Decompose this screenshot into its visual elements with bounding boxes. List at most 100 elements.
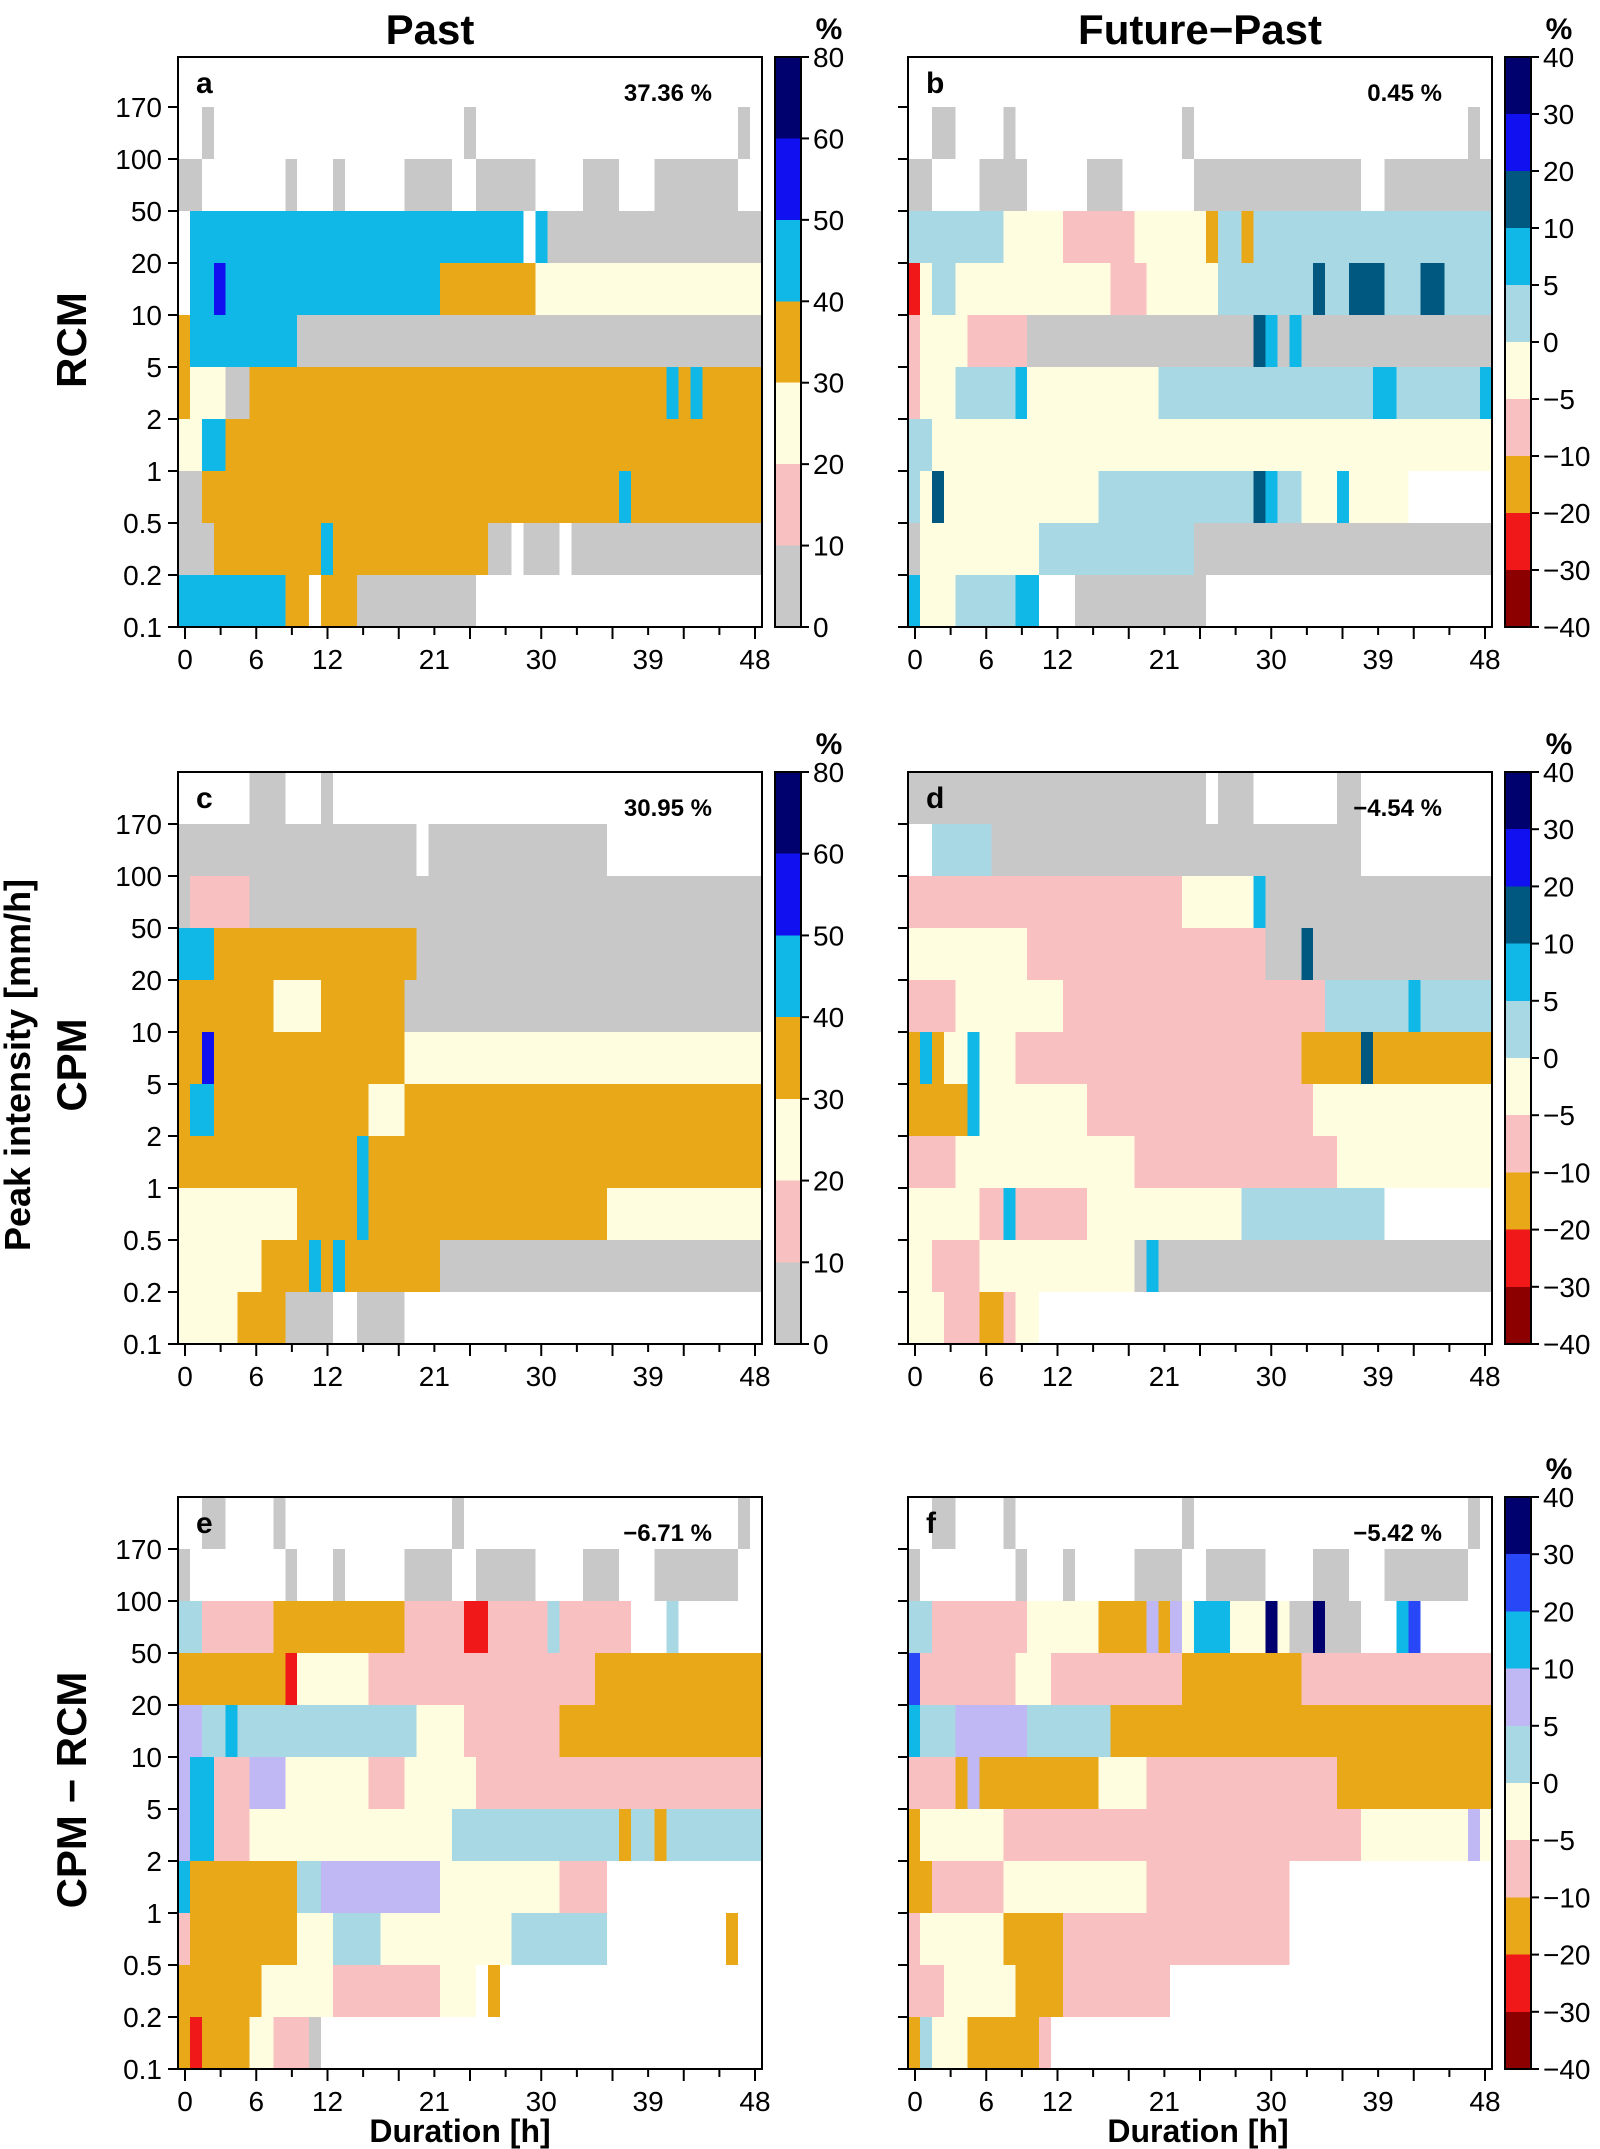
- colorbar-label: 10: [1543, 213, 1574, 244]
- heat-cell: [487, 1601, 631, 1653]
- y-tick-label: 50: [131, 196, 162, 227]
- heat-cell: [1241, 1188, 1385, 1240]
- heat-cell-accent: [1384, 367, 1397, 419]
- heat-cell: [666, 1032, 762, 1084]
- colorbar-label: −5: [1543, 1100, 1575, 1131]
- heat-cell: [404, 1757, 476, 1809]
- heat-cell: [908, 1292, 944, 1344]
- heat-cell: [344, 1240, 441, 1292]
- heat-cell: [1194, 523, 1492, 575]
- heat-cell: [919, 1913, 1004, 1965]
- heat-cell: [464, 1601, 488, 1653]
- colorbar-label: −40: [1543, 612, 1591, 643]
- heat-cell: [178, 1965, 262, 2017]
- heat-cell: [249, 772, 286, 824]
- heat-cell: [213, 523, 488, 575]
- row-label-rcm: RCM: [48, 292, 95, 388]
- heat-cell-accent: [1265, 471, 1278, 523]
- heat-cell-accent: [321, 523, 333, 575]
- heat-cell: [979, 1240, 1135, 1292]
- heat-cell: [908, 1861, 932, 1913]
- heat-cell: [931, 419, 968, 471]
- colorbar-label: −20: [1543, 498, 1591, 529]
- heat-cell: [908, 263, 920, 315]
- colorbar-label: 50: [813, 205, 844, 236]
- heat-cell: [201, 1601, 274, 1653]
- colorbar-swatch: [1505, 1229, 1531, 1287]
- y-axis-label: Peak intensity [mm/h]: [0, 879, 38, 1251]
- colorbar-label: 40: [813, 286, 844, 317]
- panel-total: 37.36 %: [624, 80, 712, 107]
- heat-cell: [189, 1861, 298, 1913]
- heat-cell: [1015, 1653, 1052, 1705]
- heat-cell: [178, 523, 214, 575]
- heat-cell: [201, 1497, 226, 1549]
- heat-cell: [475, 159, 536, 211]
- heat-cell: [368, 1861, 441, 1913]
- colorbar-label: 30: [813, 1084, 844, 1115]
- colorbar-label: 30: [1543, 99, 1574, 130]
- heat-cell: [1027, 315, 1242, 367]
- heat-cell: [1182, 1497, 1195, 1549]
- heat-cell: [979, 1188, 1087, 1240]
- heat-cell-accent: [201, 1084, 214, 1136]
- colorbar-label: 60: [813, 123, 844, 154]
- heat-cell: [535, 263, 762, 315]
- panel-total: −5.42 %: [1353, 1520, 1442, 1547]
- heat-cell-accent: [356, 1136, 369, 1188]
- heat-cell: [1027, 1601, 1099, 1653]
- heat-cell: [1086, 159, 1123, 211]
- heat-cell: [1313, 1549, 1349, 1601]
- colorbar-swatch: [1505, 829, 1531, 887]
- heat-cell: [1015, 575, 1040, 627]
- heat-cell: [1086, 1188, 1242, 1240]
- x-tick-label: 30: [1256, 2086, 1287, 2117]
- heat-cell-accent: [1253, 315, 1266, 367]
- heat-cell: [440, 1965, 476, 2017]
- heat-cell: [931, 263, 956, 315]
- heat-cell: [249, 1809, 333, 1861]
- heat-cell: [380, 1913, 512, 1965]
- x-axis-label-f: Duration [h]: [1107, 2113, 1288, 2149]
- x-tick-label: 12: [1042, 644, 1073, 675]
- heat-cell: [189, 367, 226, 419]
- heat-cell: [1003, 1861, 1147, 1913]
- colorbar-label: −40: [1543, 1329, 1591, 1360]
- heat-cell: [332, 1913, 381, 1965]
- heat-cell: [178, 876, 190, 928]
- heat-cell: [332, 1809, 453, 1861]
- heat-cell: [523, 523, 560, 575]
- colorbar-frame: [774, 56, 802, 628]
- heat-cell: [1062, 1913, 1195, 1965]
- heat-cell: [955, 980, 1063, 1032]
- heat-cell: [979, 159, 1028, 211]
- heat-cell-accent: [618, 1809, 631, 1861]
- heat-cell: [285, 1653, 298, 1705]
- colorbar-swatch: [1505, 1000, 1531, 1058]
- heat-cell-accent: [1146, 1240, 1159, 1292]
- heat-cell: [1301, 263, 1492, 315]
- heat-cell: [225, 419, 763, 471]
- colorbar-unit: %: [1546, 13, 1573, 46]
- heat-cell: [452, 1497, 465, 1549]
- colorbar-swatch: [1505, 1954, 1531, 2012]
- colorbar-unit: %: [816, 728, 843, 761]
- heat-cell: [273, 2017, 310, 2069]
- colorbar-label: 20: [1543, 156, 1574, 187]
- heat-cell: [908, 315, 920, 367]
- heat-cell-accent: [1003, 1188, 1016, 1240]
- heat-cell: [1062, 1965, 1171, 2017]
- colorbar-swatch: [1505, 1115, 1531, 1173]
- heat-cell-accent: [654, 1809, 667, 1861]
- heat-cell: [297, 1913, 333, 1965]
- heat-cell: [1134, 1240, 1492, 1292]
- colorbar-label: 40: [813, 1002, 844, 1033]
- heat-cell: [1182, 1653, 1302, 1705]
- heat-cell: [607, 1188, 762, 1240]
- heat-cell: [261, 1965, 286, 2017]
- heat-cell: [1003, 1809, 1147, 1861]
- heat-cell: [943, 1032, 1016, 1084]
- x-tick-label: 30: [526, 1361, 557, 1392]
- colorbar-swatch: [775, 1262, 801, 1344]
- colorbar-swatch: [1505, 1058, 1531, 1116]
